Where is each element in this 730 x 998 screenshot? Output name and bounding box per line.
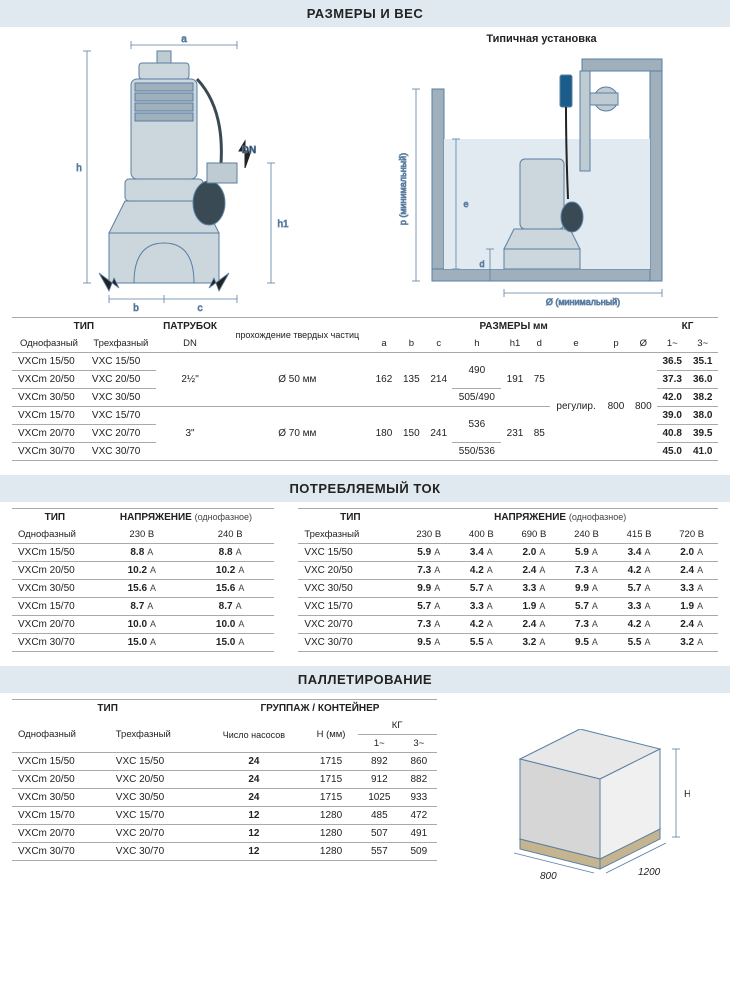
pallet-table: ТИП ГРУППАЖ / КОНТЕЙНЕР Однофазный Трехф… [12, 699, 437, 861]
th-single: Однофазный [12, 335, 86, 353]
svg-text:b: b [133, 303, 139, 313]
th-three: Трехфазный [86, 335, 156, 353]
table-row: VXC 15/705.7 A3.3 A1.9 A5.7 A3.3 A1.9 A [298, 598, 718, 616]
svg-text:a: a [181, 34, 187, 45]
table-row: VXCm 15/50 8.8 A 8.8 A [12, 544, 274, 562]
diagram-area: a h h1 b c DN Типичная установка [0, 27, 730, 317]
svg-text:c: c [197, 303, 202, 313]
install-title: Типичная установка [365, 33, 718, 45]
table-row: VXC 20/707.3 A4.2 A2.4 A7.3 A4.2 A2.4 A [298, 616, 718, 634]
section-pallet-header: ПАЛЛЕТИРОВАНИЕ [0, 666, 730, 693]
svg-text:DN: DN [241, 145, 255, 156]
table-row: VXCm 20/70 10.0 A 10.0 A [12, 616, 274, 634]
svg-text:Ø (минимальный): Ø (минимальный) [545, 297, 619, 307]
th-branch: ПАТРУБОК [156, 318, 225, 336]
pallet-diagram: H 800 1200 [453, 699, 718, 899]
th-voltage: НАПРЯЖЕНИЕ (однофазное) [98, 509, 275, 527]
table-row: VXCm 15/50VXC 15/50 241715892860 [12, 753, 437, 771]
th-dims: РАЗМЕРЫ мм [370, 318, 657, 336]
diagram-pump: a h h1 b c DN [12, 33, 365, 313]
diagram-install: Типичная установка [365, 33, 718, 313]
table-row: VXCm 20/50 10.2 A 10.2 A [12, 562, 274, 580]
dimensions-table: ТИП ПАТРУБОК прохождение твердых частиц … [12, 317, 718, 461]
th-dn: DN [156, 335, 225, 353]
th-kg: КГ [657, 318, 718, 336]
table-row: VXC 30/509.9 A5.7 A3.3 A9.9 A5.7 A3.3 A [298, 580, 718, 598]
th-solids: прохождение твердых частиц [224, 318, 370, 353]
table-row: VXCm 30/50VXC 30/50 2417151025933 [12, 789, 437, 807]
svg-text:1200: 1200 [638, 867, 661, 878]
table-row: VXCm 15/70 8.7 A 8.7 A [12, 598, 274, 616]
table-row: VXC 20/507.3 A4.2 A2.4 A7.3 A4.2 A2.4 A [298, 562, 718, 580]
table-row: VXC 15/505.9 A3.4 A2.0 A5.9 A3.4 A2.0 A [298, 544, 718, 562]
svg-text:h1: h1 [277, 219, 289, 230]
table-row: VXCm 20/50VXC 20/50 241715912882 [12, 771, 437, 789]
th-voltage: НАПРЯЖЕНИЕ (однофазное) [402, 509, 718, 527]
svg-text:H: H [684, 789, 690, 800]
table-row: VXCm 15/70VXC 15/70 121280485472 [12, 807, 437, 825]
table-row: VXCm 30/70VXC 30/70 121280557509 [12, 843, 437, 861]
table-row: VXCm 20/70VXC 20/70 121280507491 [12, 825, 437, 843]
current-single-table: ТИП НАПРЯЖЕНИЕ (однофазное) Однофазный 2… [12, 508, 274, 652]
section-current-header: ПОТРЕБЛЯЕМЫЙ ТОК [0, 475, 730, 502]
svg-text:h: h [76, 163, 82, 174]
th-type: ТИП [12, 318, 156, 336]
svg-text:e: e [463, 199, 468, 209]
current-three-table: ТИП НАПРЯЖЕНИЕ (однофазное) Трехфазный 2… [298, 508, 718, 652]
svg-text:p (минимальный): p (минимальный) [398, 153, 408, 225]
section-dimensions-header: РАЗМЕРЫ И ВЕС [0, 0, 730, 27]
table-row: VXCm 15/50 [12, 353, 86, 371]
th-type: ТИП [12, 509, 98, 527]
th-type: ТИП [298, 509, 402, 527]
svg-text:800: 800 [540, 871, 557, 882]
table-row: VXCm 30/70 15.0 A 15.0 A [12, 634, 274, 652]
table-row: VXC 30/709.5 A5.5 A3.2 A9.5 A5.5 A3.2 A [298, 634, 718, 652]
svg-text:d: d [479, 259, 484, 269]
table-row: VXCm 30/50 15.6 A 15.6 A [12, 580, 274, 598]
